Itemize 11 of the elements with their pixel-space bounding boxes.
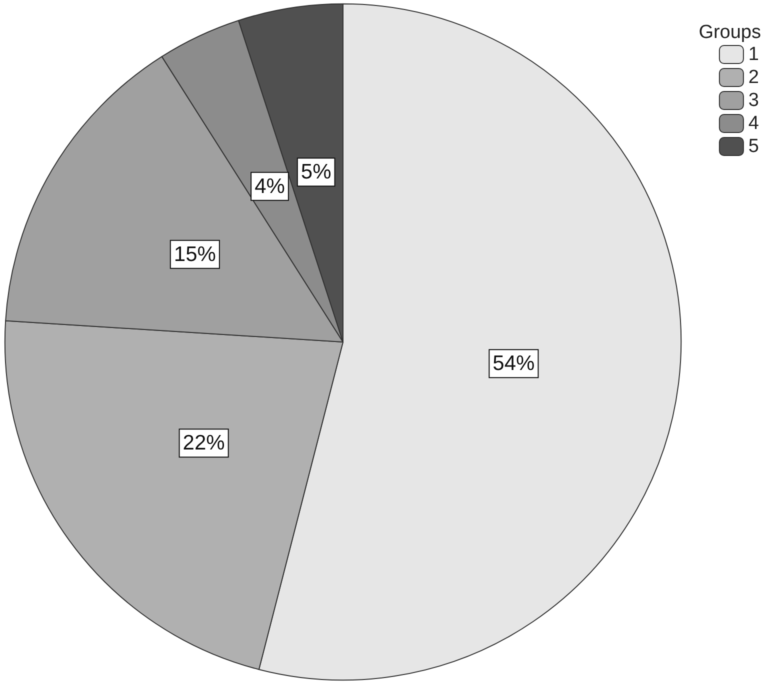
legend-title: Groups — [698, 22, 762, 43]
legend-label: 2 — [748, 67, 760, 88]
data-label: 5% — [300, 160, 332, 184]
legend-label: 1 — [748, 44, 760, 65]
data-label: 15% — [174, 242, 216, 266]
legend-label: 3 — [748, 90, 760, 111]
data-label: 4% — [254, 174, 285, 198]
data-label: 54% — [492, 352, 535, 376]
legend-label: 4 — [748, 113, 760, 134]
legend-label: 5 — [748, 136, 760, 157]
data-label: 22% — [182, 432, 225, 455]
